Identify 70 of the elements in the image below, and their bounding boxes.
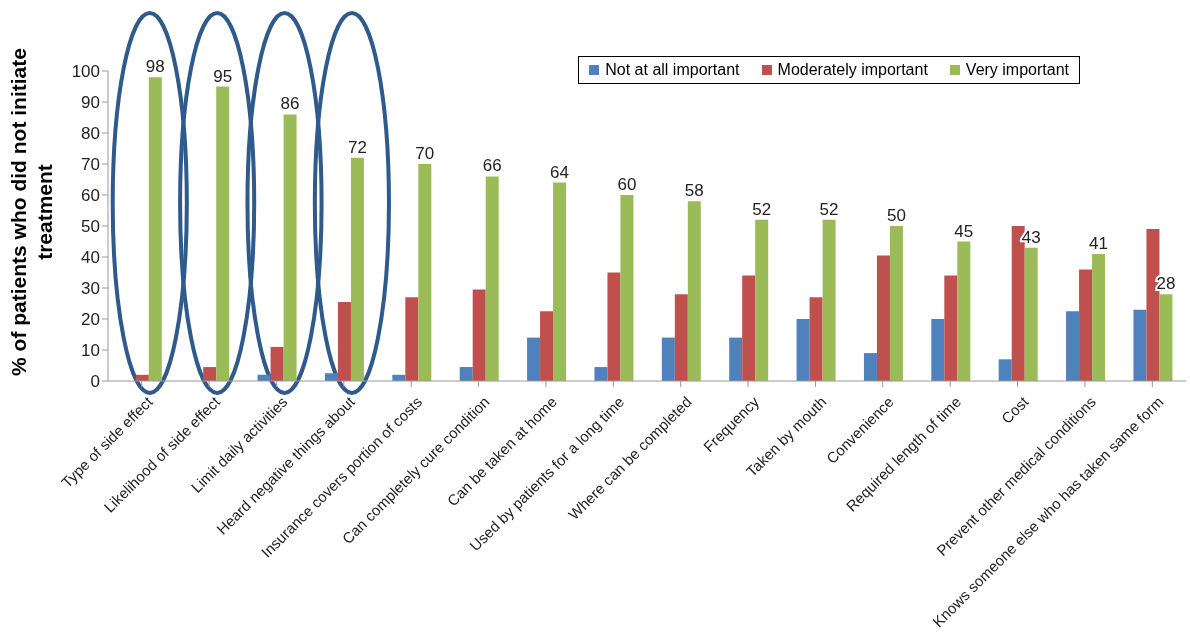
bar	[876, 255, 890, 381]
bar	[944, 275, 958, 381]
bar	[418, 164, 432, 381]
y-tick-label: 50	[81, 217, 100, 237]
legend-label: Very important	[964, 61, 1069, 79]
data-label: 41	[1089, 233, 1109, 253]
data-label: 95	[213, 66, 233, 86]
bar	[674, 294, 688, 381]
bar	[203, 367, 217, 381]
data-label: 64	[550, 162, 570, 182]
bar	[324, 373, 338, 381]
bar	[931, 319, 945, 381]
data-label: 66	[482, 156, 502, 176]
bar	[459, 367, 473, 381]
bar	[472, 289, 486, 381]
bar	[216, 86, 230, 381]
data-label: 45	[954, 221, 974, 241]
bar	[553, 182, 567, 381]
data-label: 52	[752, 199, 772, 219]
bar	[998, 359, 1012, 381]
bar	[527, 337, 541, 381]
y-tick-label: 60	[81, 186, 100, 206]
y-tick-label: 70	[81, 155, 100, 175]
bar	[1159, 294, 1173, 381]
bar	[594, 367, 608, 381]
bar	[540, 311, 554, 381]
bar	[485, 176, 499, 381]
y-tick-label: 100	[71, 62, 100, 82]
bar	[148, 77, 162, 381]
data-label: 60	[617, 175, 637, 194]
bar	[350, 157, 364, 381]
bar	[1024, 247, 1038, 381]
bar	[957, 241, 971, 381]
bar	[863, 353, 877, 381]
bar	[809, 297, 823, 381]
bar	[889, 226, 903, 381]
data-label: 86	[280, 94, 300, 114]
bar	[283, 114, 297, 381]
bar	[607, 272, 621, 381]
y-tick-label: 90	[81, 93, 100, 113]
bar	[729, 337, 743, 381]
y-axis-title: % of patients who did not initiate treatment	[6, 47, 57, 378]
bar	[742, 275, 756, 381]
bar	[620, 195, 634, 381]
bar	[405, 297, 419, 381]
bar	[796, 319, 810, 381]
bar	[687, 201, 701, 381]
y-tick-label: 30	[81, 279, 100, 299]
data-label: 50	[886, 206, 906, 225]
y-tick-label: 20	[81, 310, 100, 330]
data-label: 70	[415, 144, 435, 163]
bar	[1079, 269, 1093, 381]
data-label: 72	[347, 137, 367, 157]
data-label: 98	[145, 57, 165, 77]
bar	[1092, 253, 1106, 381]
bar	[822, 219, 836, 381]
bar	[270, 346, 284, 381]
bar	[337, 301, 351, 381]
y-tick-label: 10	[81, 341, 100, 361]
bar	[1066, 311, 1080, 381]
bar	[755, 219, 769, 381]
y-tick-label: 0	[90, 372, 100, 392]
bar	[1133, 309, 1147, 381]
data-label: 58	[684, 181, 704, 201]
bar	[661, 337, 675, 381]
y-tick-label: 40	[81, 248, 100, 268]
legend-label: Moderately important	[776, 61, 928, 79]
legend-label: Not at all important	[604, 61, 740, 79]
data-label: 52	[819, 199, 839, 219]
y-tick-label: 80	[81, 124, 100, 144]
